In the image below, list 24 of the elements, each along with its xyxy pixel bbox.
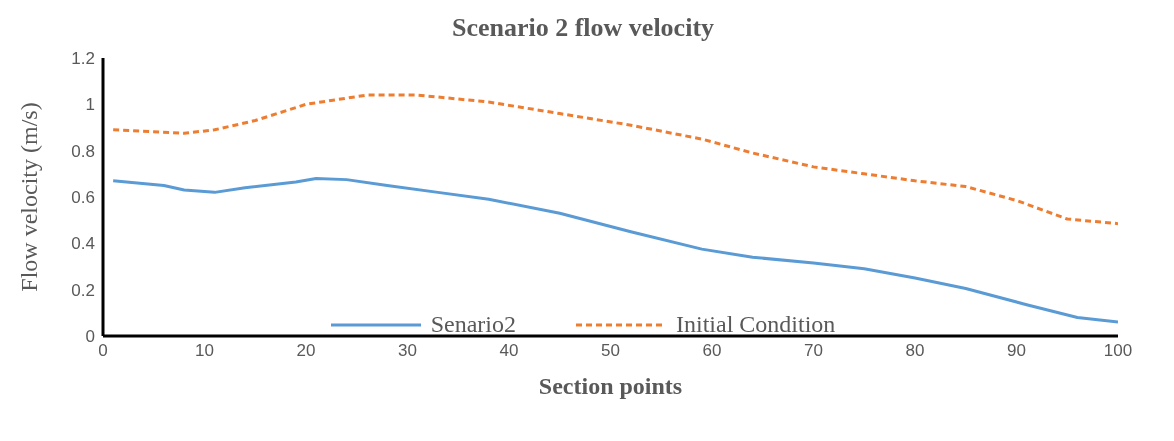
y-tick-label: 0	[85, 327, 95, 347]
x-tick-label: 0	[98, 341, 108, 361]
y-tick-label: 1	[85, 95, 95, 115]
x-axis-title: Section points	[538, 373, 683, 399]
legend-label: Senario2	[430, 311, 516, 338]
y-axis-title: Flow velocity (m/s)	[15, 102, 42, 292]
x-tick-label: 60	[702, 341, 722, 361]
y-tick-label: 0.8	[71, 141, 95, 161]
line-series	[111, 93, 1118, 226]
chart-title: Scenario 2 flow velocity	[450, 12, 716, 44]
y-tick-label: 0.4	[71, 234, 95, 254]
legend-label: Initial Condition	[675, 311, 836, 338]
x-tick-label: 100	[1103, 341, 1133, 361]
x-tick-label: 70	[804, 341, 823, 361]
x-tick-label: 30	[398, 341, 417, 361]
x-tick-label: 40	[499, 341, 519, 361]
x-tick-label: 10	[195, 341, 214, 361]
y-tick-label: 0.2	[71, 280, 95, 300]
y-tick-label: 0.6	[71, 188, 95, 208]
x-tick-label: 50	[601, 341, 620, 361]
x-tick-label: 90	[1007, 341, 1026, 361]
x-tick-label: 20	[296, 341, 316, 361]
x-tick-label: 80	[905, 341, 925, 361]
y-tick-label: 1.2	[71, 49, 95, 69]
